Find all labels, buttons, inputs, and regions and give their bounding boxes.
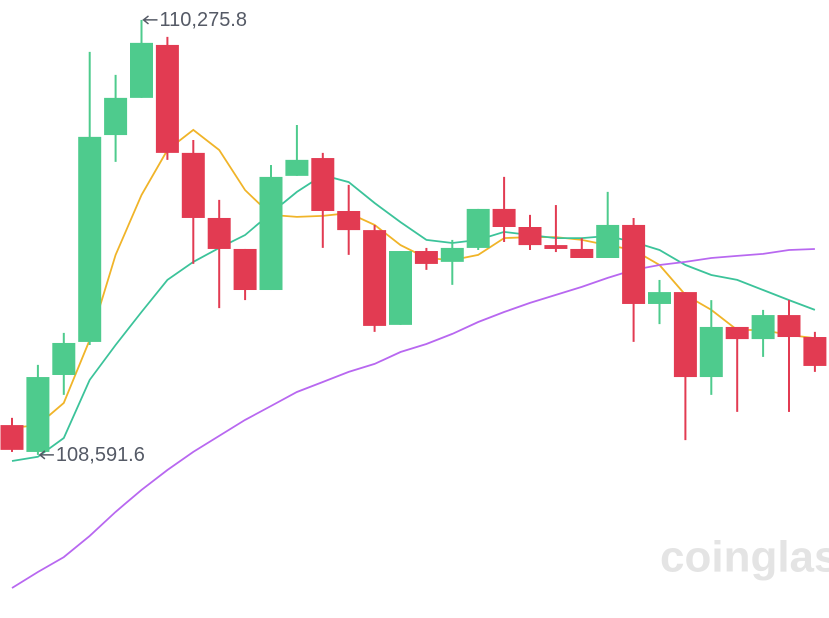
- candle-body: [699, 326, 723, 378]
- candle-body: [26, 377, 50, 452]
- ma-line: [11, 248, 815, 589]
- candle-body: [207, 217, 231, 249]
- candle-body: [440, 247, 464, 262]
- candle-body: [596, 224, 620, 258]
- candle-body: [725, 326, 749, 340]
- candle-body: [466, 208, 490, 248]
- min_label: 108,591.6: [38, 444, 145, 466]
- candle-body: [337, 210, 361, 231]
- candle-body: [544, 245, 568, 249]
- candle-body: [389, 251, 412, 325]
- candle-body: [622, 224, 646, 304]
- candle-body: [414, 251, 438, 264]
- candle-body: [104, 97, 128, 136]
- candle-body: [130, 42, 153, 98]
- candle-body: [78, 136, 102, 342]
- candle-body: [155, 44, 179, 153]
- candle-body: [285, 159, 309, 176]
- annotation-arrow: [142, 15, 158, 25]
- max_label: 110,275.8: [142, 9, 248, 31]
- candle-body: [363, 230, 387, 326]
- candle-body: [518, 227, 542, 246]
- watermark: coinglass: [660, 533, 829, 582]
- candle-body: [259, 176, 283, 291]
- candle-body: [233, 248, 257, 291]
- candle-body: [803, 337, 827, 366]
- candle-body: [492, 208, 516, 228]
- candle-body: [311, 158, 335, 211]
- candle-body: [0, 425, 24, 450]
- candle-body: [52, 342, 76, 375]
- annotation-arrow: [38, 450, 54, 460]
- candle-body: [570, 248, 594, 258]
- candle-body: [777, 315, 801, 338]
- annotation-label: 108,591.6: [56, 444, 145, 466]
- candle-body: [751, 315, 775, 340]
- candle-body: [181, 152, 205, 218]
- annotation-label: 110,275.8: [160, 9, 248, 31]
- candle-body: [648, 292, 671, 304]
- candle-body: [673, 292, 697, 378]
- ma-line: [11, 128, 816, 429]
